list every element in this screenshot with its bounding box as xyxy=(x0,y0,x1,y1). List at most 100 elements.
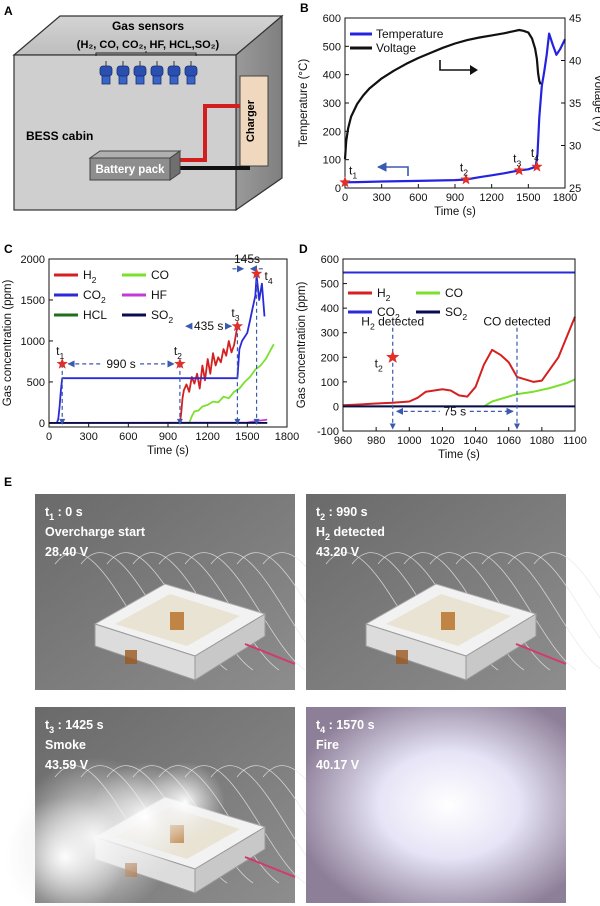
experiment-photo: t4 : 1570 s Fire 40.17 V xyxy=(306,707,566,903)
gas-sensor-icon xyxy=(133,61,147,85)
interval-label: 990 s xyxy=(106,357,135,371)
x-tick-label: 960 xyxy=(334,435,352,447)
series-line-1 xyxy=(343,28,542,160)
x-tick-label: 300 xyxy=(372,192,390,204)
y-tick-label: 300 xyxy=(321,328,339,340)
wire xyxy=(481,552,600,669)
event-label-base: t xyxy=(513,151,517,165)
y-tick-label: 100 xyxy=(321,377,339,389)
volt-axis-arrow xyxy=(439,60,470,71)
y-tick-label: 600 xyxy=(323,13,341,25)
x-tick-label: 900 xyxy=(446,192,464,204)
event-label: t3 xyxy=(231,306,239,323)
event-tick-arrow xyxy=(234,418,241,425)
y-tick-label: 500 xyxy=(321,279,339,291)
wire xyxy=(429,552,551,671)
red-cable xyxy=(176,104,240,162)
series-line-0 xyxy=(344,32,566,184)
legend-label-base: H xyxy=(83,268,92,282)
x-tick-label: 1000 xyxy=(397,435,421,447)
sensor-head xyxy=(184,65,198,77)
photo-event-label-base: Fire xyxy=(316,738,339,752)
event-label-base: t xyxy=(174,344,178,358)
y2-axis-label: Voltage (V) xyxy=(592,75,600,132)
photo-time-label-base: t xyxy=(316,505,321,519)
series-line-0 xyxy=(342,316,576,407)
x-tick-label: 980 xyxy=(367,435,385,447)
y-tick-label: 0 xyxy=(333,401,339,413)
battery-box-side xyxy=(194,613,266,681)
y-tick-label: 100 xyxy=(323,155,341,167)
series-line-1 xyxy=(343,378,576,408)
photo-time-label-rest: : 990 s xyxy=(325,505,367,519)
photo-time-label-sub: 4 xyxy=(320,725,325,735)
series-line-2 xyxy=(49,274,266,424)
sensor-body xyxy=(101,75,111,85)
panel-letter-a: A xyxy=(4,4,13,18)
sensor-bracket xyxy=(95,51,197,56)
legend-label-sub: 2 xyxy=(92,275,97,285)
photo-event-label: Overcharge start xyxy=(45,525,146,539)
event-label-sub: 1 xyxy=(59,351,64,361)
event-star-marker xyxy=(531,160,543,172)
photo-event-label: Fire xyxy=(316,738,339,752)
sensor-body xyxy=(169,75,179,85)
wire xyxy=(455,552,577,671)
x-tick-label: 1080 xyxy=(530,435,554,447)
sensor-head xyxy=(116,65,130,77)
event-label-base: t xyxy=(460,161,464,175)
y-tick-label: 500 xyxy=(323,41,341,53)
photo-time-label: t1 : 0 s xyxy=(45,505,83,522)
event-label: t1 xyxy=(56,344,64,361)
event-tick-arrow xyxy=(59,418,66,425)
x-tick-label: 1100 xyxy=(563,435,587,447)
interval-label: 145s xyxy=(234,252,260,266)
x-tick-label: 1500 xyxy=(516,192,540,204)
legend-label: H2 xyxy=(377,286,391,303)
photo-event-label-base: Overcharge start xyxy=(45,525,146,539)
sensor-body xyxy=(118,75,128,85)
sensor-body xyxy=(186,75,196,85)
y-tick-label: 200 xyxy=(323,126,341,138)
x-tick-label: 600 xyxy=(119,431,137,443)
detection-label-rest: detected xyxy=(375,314,424,328)
gas-sensor-icon xyxy=(167,61,181,85)
y-tick-label: 2000 xyxy=(21,254,45,266)
sensor-body xyxy=(152,75,162,85)
x-tick-label: 1800 xyxy=(553,192,577,204)
panel-d-chart: D 960 980 1000 1020 1040 1060 1080 1100 -100 0 100 2… xyxy=(296,242,587,461)
y-tick-label: 0 xyxy=(335,183,341,195)
photo-time-label-base: t xyxy=(45,505,50,519)
event-label: t2 xyxy=(375,356,383,373)
cell-tab xyxy=(170,612,184,630)
photo-time-label-base: t xyxy=(45,718,50,732)
detection-arrowhead xyxy=(514,423,520,430)
event-label-sub: 2 xyxy=(463,168,468,178)
event-tick-arrow xyxy=(253,418,260,425)
panel-b-chart: B 0 300 600 900 1200 1500 1800 0 100 200 300 400 500 6… xyxy=(298,1,600,218)
legend-label-base: H xyxy=(377,286,386,300)
event-tick-arrow xyxy=(176,418,183,425)
y2-tick-label: 45 xyxy=(569,13,581,25)
event-label-base: t xyxy=(531,146,535,160)
wire xyxy=(158,552,280,671)
legend-label: HF xyxy=(151,288,167,302)
x-tick-label: 600 xyxy=(409,192,427,204)
legend-label: H2 xyxy=(83,268,97,285)
photo-time-label-rest: : 0 s xyxy=(54,505,83,519)
plot-frame xyxy=(342,258,576,432)
event-label-sub: 1 xyxy=(352,170,357,180)
legend-label: HCL xyxy=(83,308,107,322)
y-axis-label: Temperature (°C) xyxy=(298,59,310,147)
y-tick-label: 1000 xyxy=(21,336,45,348)
event-label-sub: 3 xyxy=(235,313,240,323)
event-label-base: t xyxy=(265,269,269,283)
gas-sensor-icon xyxy=(184,61,198,85)
x-tick-label: 1200 xyxy=(479,192,503,204)
photo-voltage-label: 43.59 V xyxy=(45,758,89,772)
warning-label xyxy=(396,650,408,664)
